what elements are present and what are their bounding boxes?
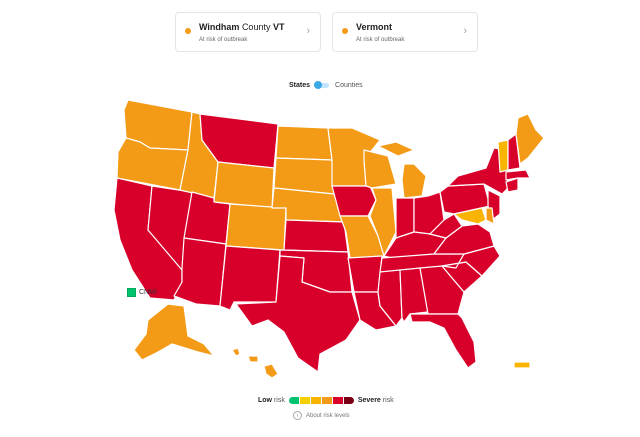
state-texas[interactable] [235,255,361,373]
state-wisconsin[interactable] [363,149,397,189]
state-wyoming[interactable] [213,161,275,209]
state-maine[interactable] [515,113,545,165]
state-kansas[interactable] [283,219,349,253]
state-new-mexico[interactable] [219,245,281,311]
legend-swatch [343,396,354,404]
chevron-right-icon: › [463,25,467,37]
location-card-state[interactable]: Vermont At risk of outbreak › [332,12,478,52]
state-west-virginia[interactable] [429,213,463,239]
territory-label: CNMI [139,289,157,296]
legend-swatch [321,396,332,404]
risk-legend: Low risk Severe risk [258,395,394,405]
legend-swatch [288,396,299,404]
state-maryland[interactable] [453,207,487,225]
location-name: Vermont [356,22,393,32]
legend-high-label: Severe risk [357,396,394,404]
state-illinois[interactable] [369,187,397,257]
toggle-knob[interactable] [314,81,323,89]
legend-swatch [332,396,343,404]
toggle-switch[interactable] [314,81,330,89]
territory-swatch [127,288,136,297]
state-colorado[interactable] [225,203,287,251]
legend-swatch [310,396,321,404]
chevron-right-icon: › [306,25,310,37]
risk-status: At risk of outbreak [356,37,405,43]
toggle-option-counties[interactable]: Counties [335,81,363,89]
state-indiana[interactable] [395,197,415,239]
risk-dot [342,28,348,34]
state-vermont[interactable] [497,139,509,173]
state-florida[interactable] [409,313,477,369]
state-hawaii[interactable] [231,347,279,379]
risk-status: At risk of outbreak [199,37,248,43]
state-connecticut[interactable] [505,177,519,193]
legend-swatch [299,396,310,404]
legend-low-label: Low risk [258,396,285,404]
territory-cnmi[interactable]: CNMI [127,288,157,297]
state-michigan[interactable] [377,141,427,199]
view-toggle[interactable]: States Counties [289,80,363,90]
state-alaska[interactable] [133,303,215,361]
state-arkansas[interactable] [347,255,383,293]
toggle-option-states[interactable]: States [289,81,311,89]
territory-puerto-rico[interactable] [513,361,531,369]
info-icon: i [293,411,302,420]
risk-dot [185,28,191,34]
state-iowa[interactable] [331,185,377,217]
state-north-dakota[interactable] [275,125,333,161]
location-name: Windham County VT [199,22,285,32]
location-card-county[interactable]: Windham County VT At risk of outbreak › [175,12,321,52]
state-delaware[interactable] [485,207,495,225]
state-georgia[interactable] [419,265,465,315]
state-massachusetts[interactable] [505,169,531,181]
about-risk-levels-link[interactable]: i About risk levels [293,411,350,420]
